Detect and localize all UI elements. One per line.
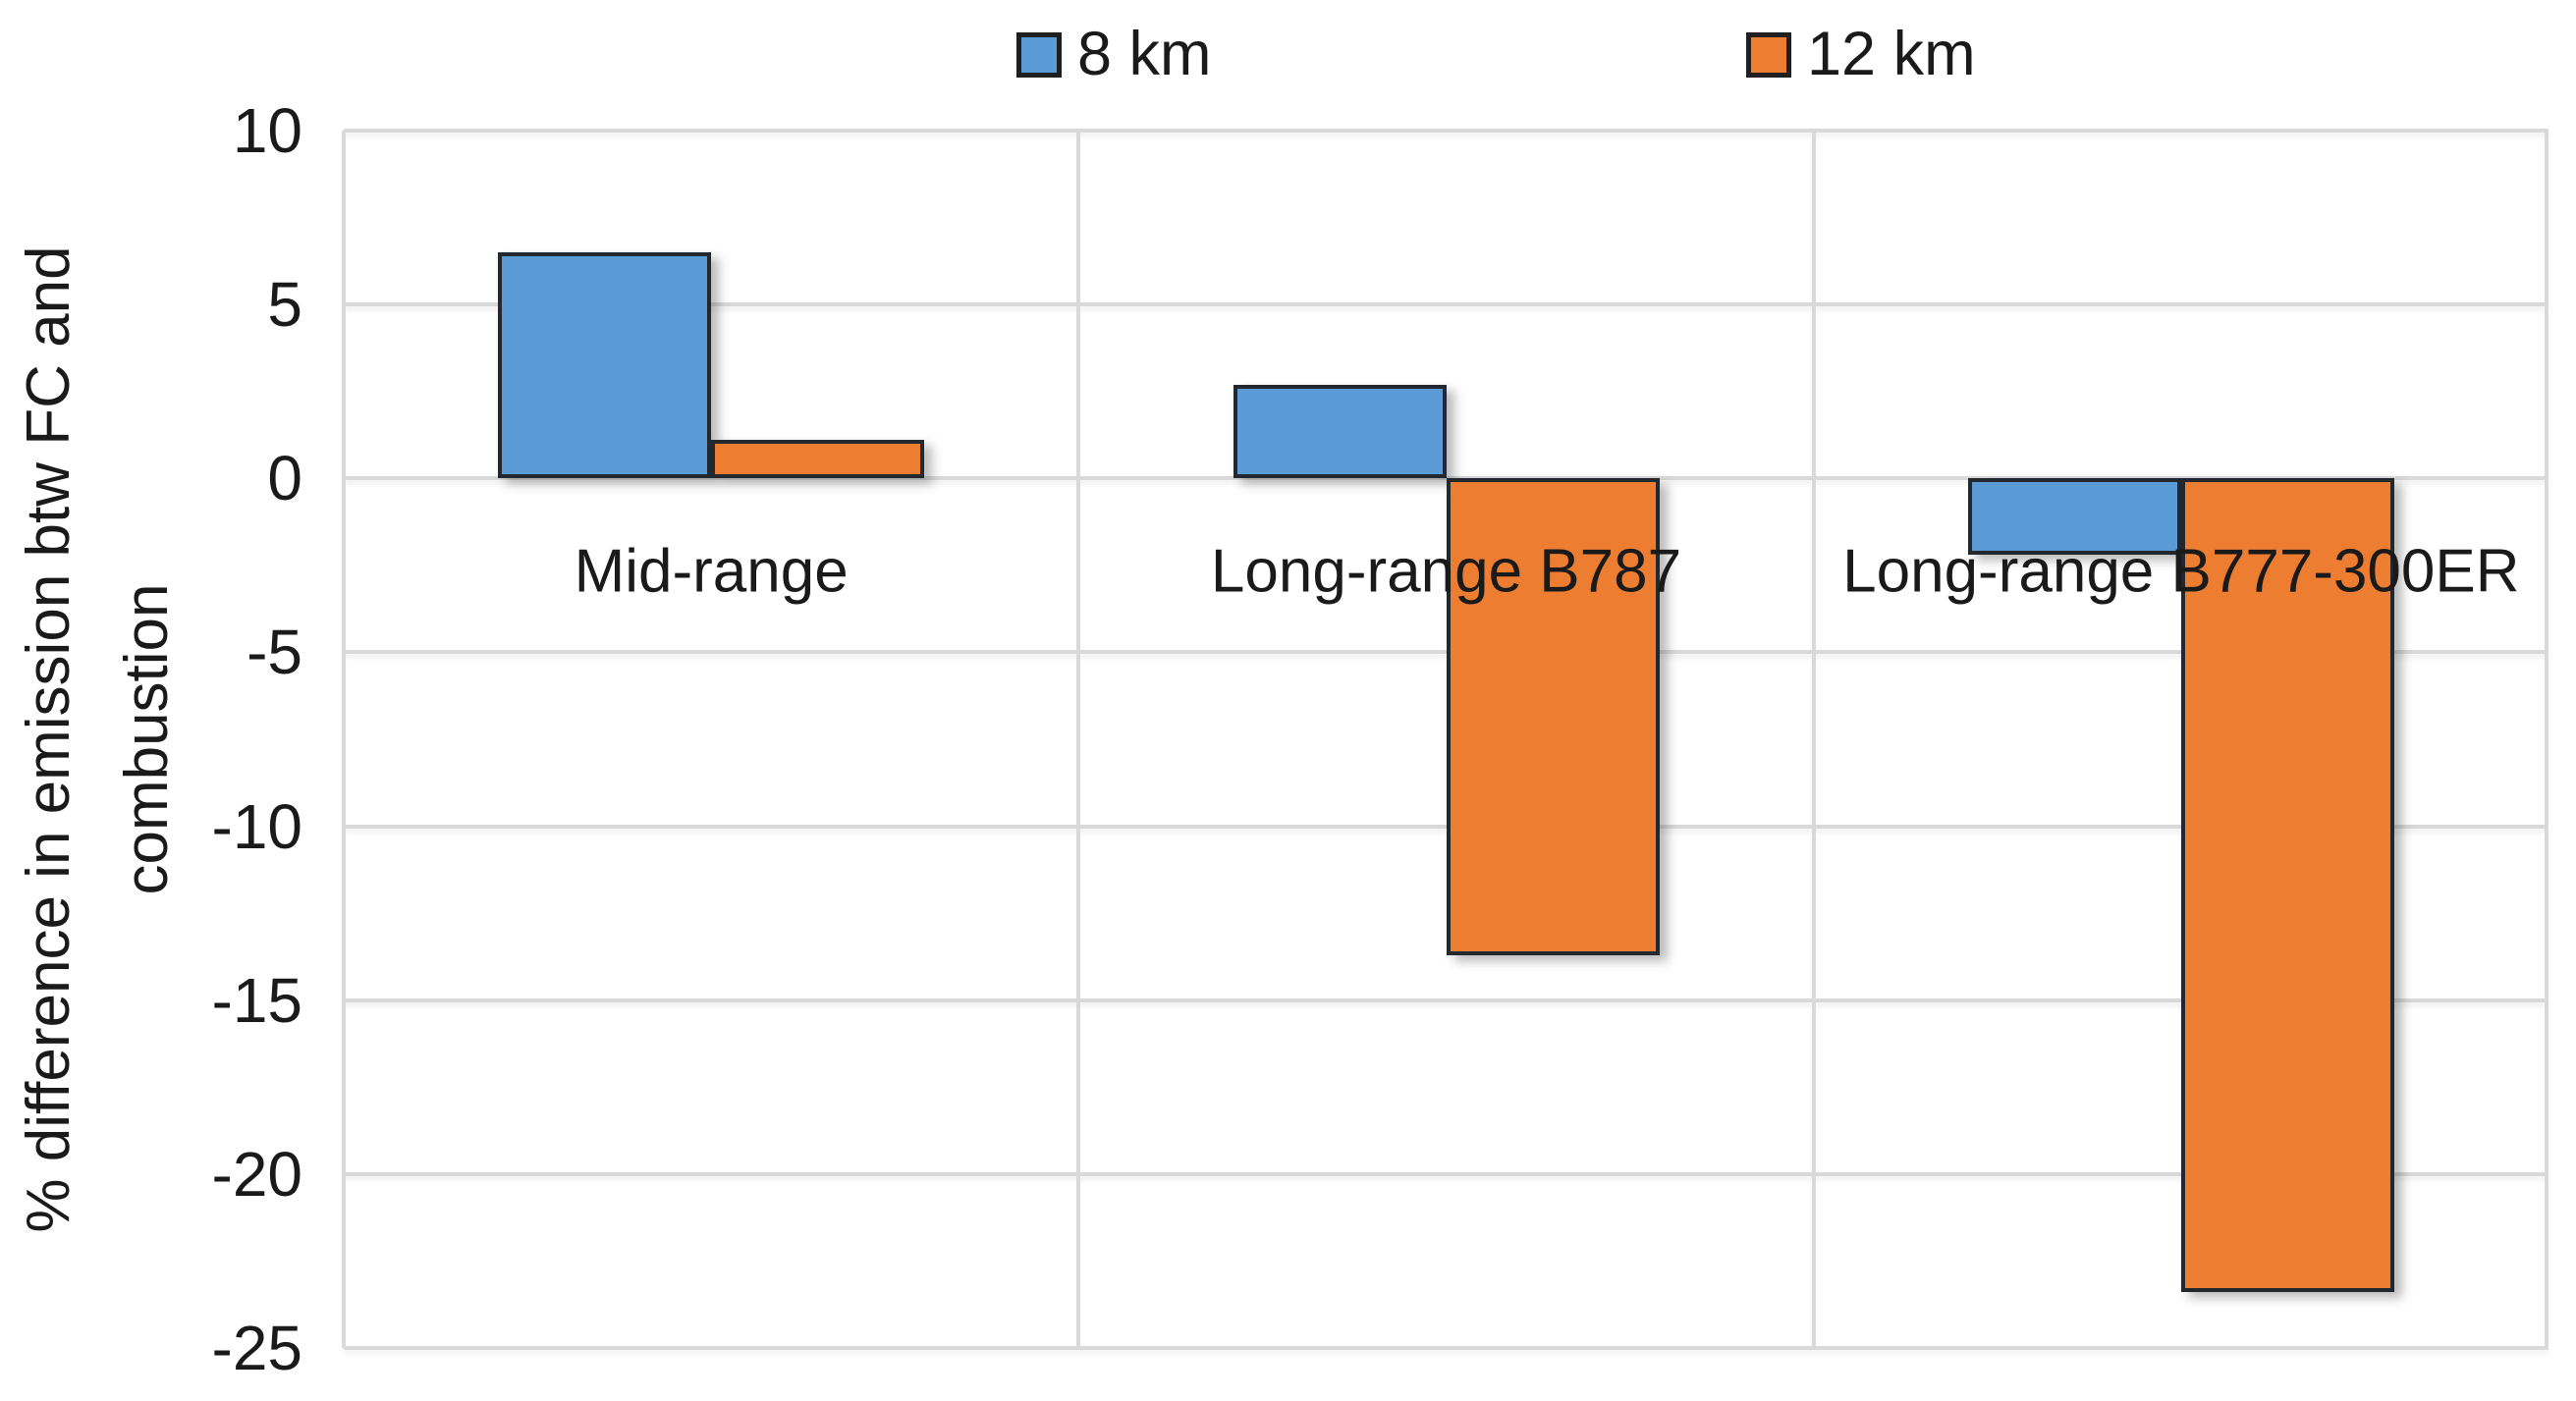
y-axis-title: % difference in emission btw FC and comb… bbox=[15, 245, 181, 1233]
gridline-vertical bbox=[2545, 131, 2549, 1348]
gridline-vertical bbox=[1811, 131, 1816, 1348]
gridline-horizontal bbox=[344, 1346, 2549, 1350]
bar-12-km-1 bbox=[1446, 478, 1660, 955]
y-tick-label: -10 bbox=[211, 790, 303, 862]
bar-12-km-2 bbox=[2180, 478, 2394, 1293]
legend-swatch-icon bbox=[1016, 31, 1062, 78]
legend-item-12-km: 12 km bbox=[1746, 24, 1976, 85]
legend-item-8-km: 8 km bbox=[1016, 24, 1212, 85]
y-tick-label: -5 bbox=[247, 617, 302, 688]
legend-label: 12 km bbox=[1807, 20, 1976, 88]
category-label: Mid-range bbox=[574, 537, 849, 606]
y-tick-label: 10 bbox=[232, 95, 302, 166]
gridline-horizontal bbox=[344, 997, 2549, 1002]
category-label: Long-range B787 bbox=[1210, 537, 1682, 606]
y-tick-label: 0 bbox=[267, 443, 302, 514]
plot-area: Mid-range Long-range B787 Long-range B777-… bbox=[342, 129, 2549, 1350]
gridline-horizontal bbox=[344, 129, 2549, 133]
bar-8-km-2 bbox=[1967, 478, 2181, 556]
chart-legend: 8 km 12 km bbox=[0, 0, 2576, 108]
gridline-horizontal bbox=[344, 1171, 2549, 1176]
category-label: Long-range B777-300ER bbox=[1842, 537, 2520, 606]
y-tick-label: -25 bbox=[211, 1313, 303, 1383]
bar-8-km-1 bbox=[1233, 384, 1447, 479]
bar-8-km-0 bbox=[498, 252, 712, 479]
y-tick-label: -15 bbox=[211, 964, 303, 1036]
y-tick-label: 5 bbox=[267, 269, 302, 341]
y-tick-label: -20 bbox=[211, 1138, 303, 1210]
y-axis-line bbox=[342, 131, 346, 1348]
bar-12-km-0 bbox=[711, 440, 925, 479]
gridline-horizontal bbox=[344, 302, 2549, 307]
legend-swatch-icon bbox=[1746, 31, 1791, 78]
legend-label: 8 km bbox=[1077, 20, 1212, 88]
gridline-vertical bbox=[1076, 131, 1081, 1348]
